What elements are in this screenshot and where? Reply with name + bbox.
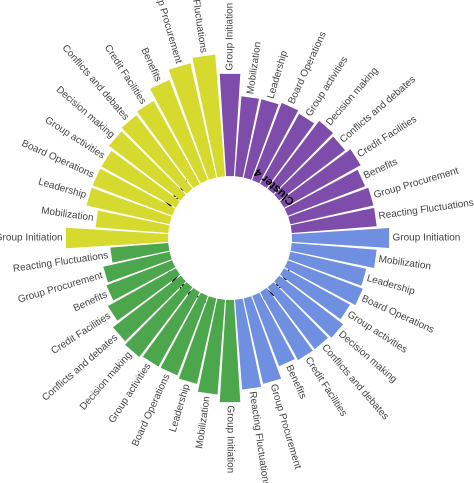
cluster-1-label-mobilization: Mobilization: [245, 41, 263, 95]
cluster-3-bar-group-activities: [142, 288, 200, 367]
cluster-3-label-group-initiation: Group Initiation: [225, 405, 236, 473]
cluster-1-label-leadership: Leadership: [266, 49, 291, 100]
cluster-4-bar-reacting-fluctuations: [192, 54, 225, 178]
cluster-4-label-leadership: Leadership: [37, 176, 88, 201]
cluster-4-label-reacting-fluctuations: Reacting Fluctuations: [184, 0, 209, 54]
cluster-2-bar-group-procurement: [243, 296, 282, 384]
cluster-3-bar-board-operations: [160, 292, 208, 376]
cluster-4-bar-board-operations: [92, 168, 176, 216]
cluster-1-bar-reacting-fluctuations: [290, 207, 377, 233]
cluster-2-bar-mobilization: [290, 243, 377, 268]
cluster-2-label-mobilization: Mobilization: [378, 254, 432, 272]
cluster-4-label-conflicts-and-debates: Conflicts and debates: [60, 43, 131, 123]
cluster-2-label-reacting-fluctuations: Reacting Fluctuations: [247, 391, 272, 483]
cluster-4-bar-group-procurement: [168, 63, 217, 180]
cluster-3-label-mobilization: Mobilization: [194, 396, 212, 450]
cluster-1-label-conflicts-and-debates: Conflicts and debates: [338, 74, 418, 145]
cluster-4-bar-decision-making: [109, 131, 186, 201]
cluster-1-bar-mobilization: [235, 96, 259, 178]
cluster-2-bar-leadership: [288, 251, 367, 286]
cluster-4-label-mobilization: Mobilization: [40, 205, 94, 223]
cluster-2-label-leadership: Leadership: [365, 273, 416, 298]
cluster-1-bar-credit-facilities: [279, 149, 361, 208]
cluster-2-bar-group-activities: [280, 268, 350, 320]
cluster-1-label-benefits: Benefits: [362, 157, 399, 182]
cluster-3-bar-mobilization: [197, 298, 225, 395]
cluster-2-label-benefits: Benefits: [283, 363, 308, 400]
cluster-3-label-leadership: Leadership: [168, 382, 193, 433]
cluster-3-bar-group-initiation: [219, 299, 241, 403]
cluster-4-bar-group-initiation: [65, 227, 169, 249]
cluster-3-bar-conflicts-and-debates: [113, 275, 186, 342]
cluster-2-bar-benefits: [252, 292, 295, 367]
cluster-1-bar-conflicts-and-debates: [274, 136, 346, 201]
cluster-3-label-conflicts-and-debates: Conflicts and debates: [40, 332, 120, 403]
cluster-1-bar-group-initiation: [219, 73, 241, 177]
cluster-1-bar-group-activities: [260, 113, 315, 188]
cluster-4-bar-leadership: [86, 187, 172, 225]
cluster-4-bar-mobilization: [95, 210, 170, 233]
cluster-4-label-group-initiation: Group Initiation: [0, 233, 63, 244]
cluster-2-bar-credit-facilities: [260, 287, 313, 361]
cluster-2-bar-group-initiation: [291, 228, 390, 248]
cluster-3-bar-group-procurement: [103, 251, 172, 283]
cluster-3-bar-leadership: [178, 296, 217, 384]
cluster-4-label-group-procurement: Group Procurement: [149, 0, 184, 65]
cluster-1-label-reacting-fluctuations: Reacting Fluctuations: [378, 197, 474, 222]
cluster-3-bar-decision-making: [125, 282, 193, 357]
cluster-4-bar-benefits: [150, 79, 208, 184]
cluster-1-bar-leadership: [243, 99, 279, 180]
cluster-2-bar-reacting-fluctuations: [235, 298, 262, 390]
cluster-1-bar-group-procurement: [288, 187, 374, 225]
cluster-2-bar-board-operations: [284, 260, 363, 306]
cluster-1-bar-board-operations: [252, 102, 299, 184]
cluster-1-bar-decision-making: [267, 120, 334, 194]
cluster-4-bar-group-activities: [101, 150, 180, 208]
cluster-3-label-benefits: Benefits: [72, 289, 109, 314]
cluster-3-bar-credit-facilities: [107, 268, 181, 321]
cluster-2-bar-decision-making: [274, 275, 344, 338]
cluster-1-label-group-initiation: Group Initiation: [225, 3, 236, 71]
cluster-4-label-benefits: Benefits: [138, 46, 163, 83]
cluster-2-label-group-initiation: Group Initiation: [393, 233, 461, 244]
cluster-3-label-reacting-fluctuations: Reacting Fluctuations: [12, 250, 109, 275]
cluster-4-bar-conflicts-and-debates: [121, 115, 193, 194]
cluster-3-bar-benefits: [106, 260, 176, 301]
cluster-4-bar-credit-facilities: [137, 100, 200, 189]
cluster-1-bar-benefits: [284, 169, 366, 216]
cluster-3-bar-reacting-fluctuations: [110, 243, 170, 263]
cluster-2-bar-conflicts-and-debates: [267, 282, 328, 350]
